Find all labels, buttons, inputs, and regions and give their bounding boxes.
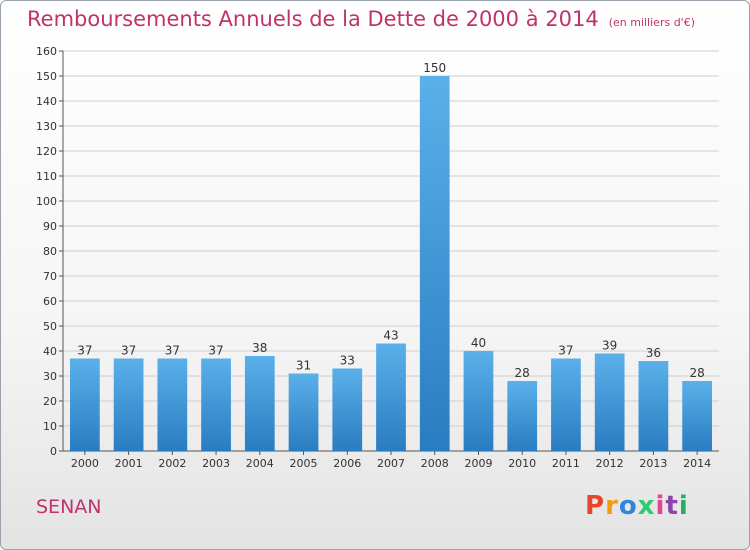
data-label: 150 [423, 61, 446, 75]
x-tick-label: 2007 [377, 457, 405, 470]
data-label: 38 [252, 341, 267, 355]
logo-letter: i [655, 491, 666, 521]
bar [376, 343, 406, 451]
y-tick-label: 160 [36, 45, 57, 58]
logo-letter: r [605, 491, 619, 521]
x-tick-label: 2009 [464, 457, 492, 470]
y-tick-label: 120 [36, 145, 57, 158]
x-tick-label: 2002 [158, 457, 186, 470]
bar [638, 361, 669, 451]
y-tick-label: 30 [43, 370, 57, 383]
data-label: 33 [340, 354, 355, 368]
chart-title: Remboursements Annuels de la Dette de 20… [27, 7, 695, 31]
bar [682, 381, 713, 451]
bar [69, 358, 100, 451]
y-tick-label: 60 [43, 295, 57, 308]
data-label: 43 [383, 329, 398, 343]
logo-letter: i [678, 491, 689, 521]
commune-name: SENAN [36, 496, 102, 518]
bar [113, 358, 144, 451]
bar [288, 373, 319, 451]
data-label: 37 [208, 344, 223, 358]
bar [507, 381, 538, 451]
y-tick-label: 140 [36, 95, 57, 108]
y-tick-label: 150 [36, 70, 57, 83]
data-label: 28 [515, 366, 530, 380]
x-tick-label: 2008 [421, 457, 449, 470]
chart-title-text: Remboursements Annuels de la Dette de 20… [27, 7, 599, 31]
bar [419, 76, 450, 451]
x-tick-label: 2004 [246, 457, 274, 470]
data-label: 37 [77, 344, 92, 358]
x-tick-label: 2012 [596, 457, 624, 470]
data-label: 40 [471, 336, 486, 350]
y-tick-label: 40 [43, 345, 57, 358]
bar [244, 356, 275, 451]
data-label: 37 [165, 344, 180, 358]
unit-note: (en milliers d'€) [608, 16, 695, 29]
x-tick-label: 2003 [202, 457, 230, 470]
x-tick-label: 2006 [333, 457, 361, 470]
y-tick-label: 130 [36, 120, 57, 133]
data-label: 31 [296, 359, 311, 373]
data-label: 37 [558, 344, 573, 358]
data-label: 28 [689, 366, 704, 380]
y-tick-label: 100 [36, 195, 57, 208]
bar [157, 358, 188, 451]
data-label: 39 [602, 339, 617, 353]
x-tick-label: 2011 [552, 457, 580, 470]
logo-letter: o [618, 491, 638, 521]
data-label: 36 [646, 346, 661, 360]
y-tick-label: 110 [36, 170, 57, 183]
x-tick-label: 2000 [71, 457, 99, 470]
y-tick-label: 70 [43, 270, 57, 283]
x-tick-label: 2010 [508, 457, 536, 470]
bar [463, 351, 494, 451]
x-tick-label: 2005 [290, 457, 318, 470]
proxiti-logo: Proxiti [585, 491, 689, 521]
bar [332, 368, 363, 451]
y-tick-label: 10 [43, 420, 57, 433]
data-label: 37 [121, 344, 136, 358]
y-tick-label: 90 [43, 220, 57, 233]
logo-letter: x [637, 491, 656, 521]
y-tick-label: 80 [43, 245, 57, 258]
x-tick-label: 2013 [639, 457, 667, 470]
logo-letter: t [665, 491, 679, 521]
x-tick-label: 2001 [115, 457, 143, 470]
y-tick-label: 50 [43, 320, 57, 333]
bar [594, 353, 625, 451]
bar [201, 358, 231, 451]
x-tick-label: 2014 [683, 457, 711, 470]
y-tick-label: 0 [50, 445, 57, 458]
bar [551, 358, 581, 451]
y-tick-label: 20 [43, 395, 57, 408]
logo-letter: P [585, 491, 606, 521]
